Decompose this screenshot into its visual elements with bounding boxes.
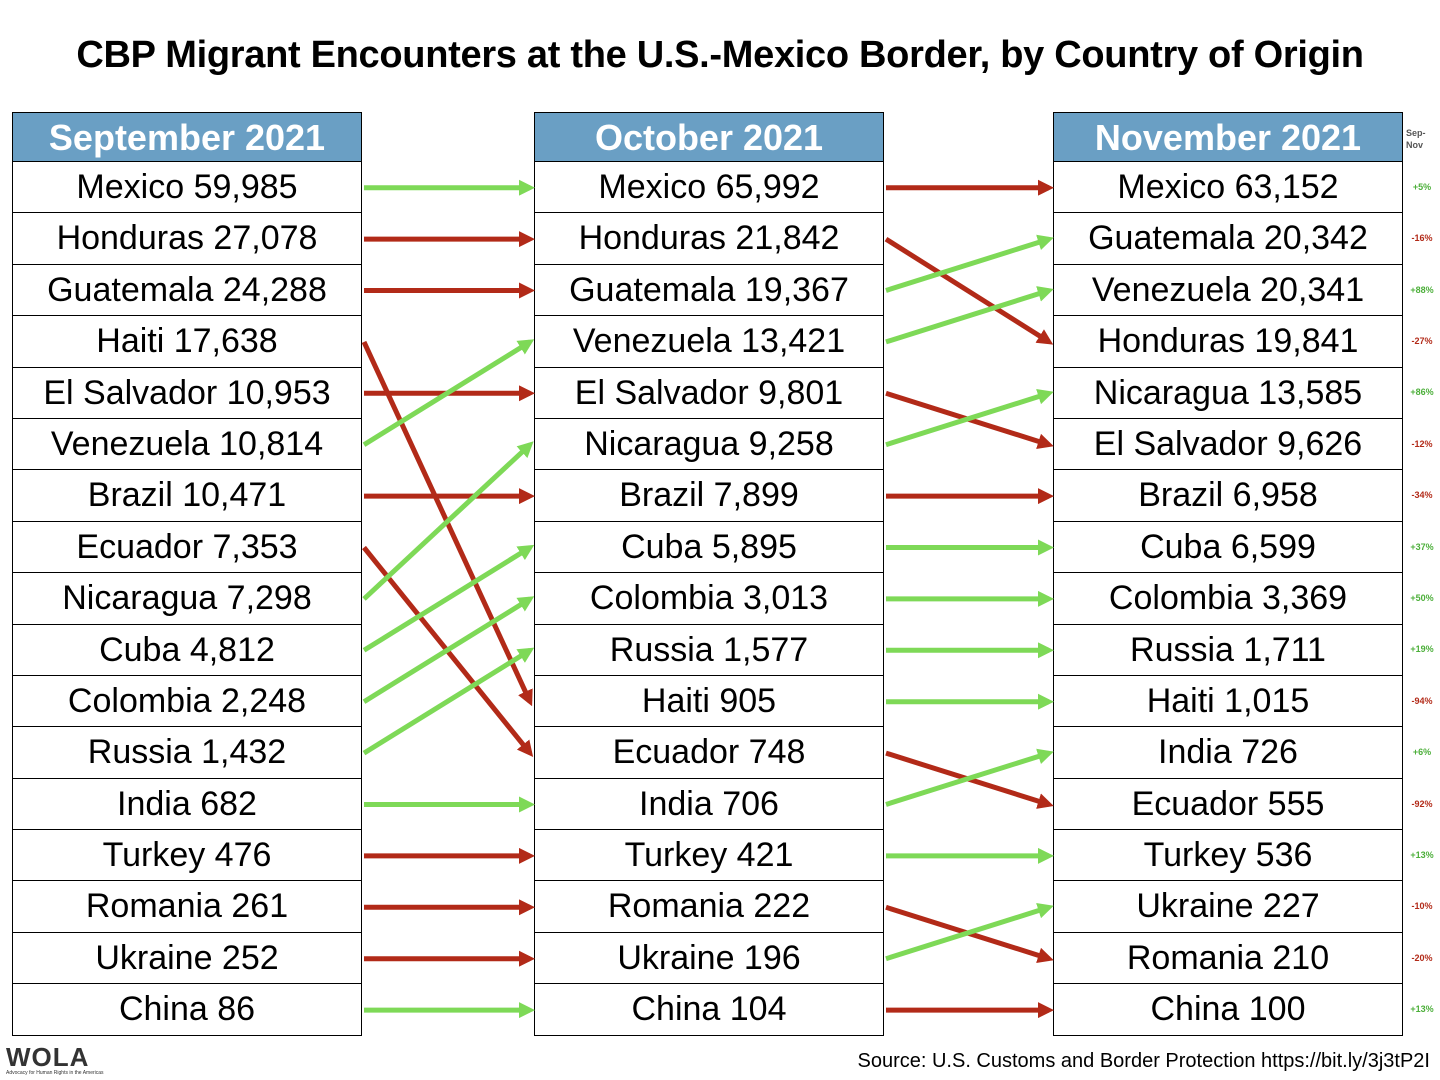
row-november-haiti: Haiti 1,015 [1053, 675, 1403, 728]
row-november-nicaragua: Nicaragua 13,585 [1053, 367, 1403, 419]
arrow-ecuador-october-to-november [885, 750, 1054, 809]
source-note: Source: U.S. Customs and Border Protecti… [857, 1050, 1431, 1072]
change-mexico: +5% [1412, 181, 1432, 192]
arrow-guatemala-october-to-november [885, 234, 1054, 293]
row-november-venezuela: Venezuela 20,341 [1053, 264, 1403, 317]
row-september-venezuela: Venezuela 10,814 [12, 418, 362, 471]
arrow-honduras-october-to-november [884, 236, 1054, 345]
row-october-haiti: Haiti 905 [534, 675, 884, 728]
change-russia: +19% [1410, 644, 1434, 655]
column-header-october: October 2021 [534, 112, 884, 162]
arrow-russia-september-to-october [362, 647, 535, 756]
row-november-brazil: Brazil 6,958 [1053, 470, 1403, 522]
row-november-turkey: Turkey 536 [1053, 830, 1403, 882]
change-ecuador: -92% [1411, 798, 1433, 809]
change-el-salvador: -12% [1411, 438, 1433, 449]
arrow-ecuador-september-to-october [362, 545, 534, 757]
row-november-mexico: Mexico 63,152 [1053, 162, 1403, 214]
column-september: September 2021 Mexico 59,985 Honduras 27,… [12, 112, 362, 1036]
arrow-cuba-september-to-october [362, 544, 535, 653]
row-september-ukraine: Ukraine 252 [12, 932, 362, 985]
row-november-romania: Romania 210 [1053, 932, 1403, 985]
change-nicaragua: +86% [1410, 387, 1434, 398]
row-september-nicaragua: Nicaragua 7,298 [12, 573, 362, 625]
row-october-ecuador: Ecuador 748 [534, 727, 884, 779]
column-november: November 2021 Mexico 63,152 Guatemala 20,… [1053, 112, 1403, 1036]
row-october-venezuela: Venezuela 13,421 [534, 316, 884, 368]
change-haiti: -94% [1411, 695, 1433, 706]
change-romania: -20% [1411, 952, 1433, 963]
row-november-honduras: Honduras 19,841 [1053, 316, 1403, 368]
row-september-el-salvador: El Salvador 10,953 [12, 367, 362, 419]
row-november-guatemala: Guatemala 20,342 [1053, 213, 1403, 265]
row-september-haiti: Haiti 17,638 [12, 316, 362, 368]
row-september-guatemala: Guatemala 24,288 [12, 264, 362, 317]
row-november-colombia: Colombia 3,369 [1053, 573, 1403, 625]
change-india: +6% [1412, 747, 1432, 758]
change-ukraine: -10% [1411, 901, 1433, 912]
row-september-honduras: Honduras 27,078 [12, 213, 362, 265]
row-october-turkey: Turkey 421 [534, 830, 884, 882]
row-october-romania: Romania 222 [534, 881, 884, 933]
row-october-china: China 104 [534, 984, 884, 1036]
row-november-el-salvador: El Salvador 9,626 [1053, 418, 1403, 471]
row-november-russia: Russia 1,711 [1053, 624, 1403, 676]
row-october-brazil: Brazil 7,899 [534, 470, 884, 522]
row-november-cuba: Cuba 6,599 [1053, 521, 1403, 574]
row-september-romania: Romania 261 [12, 881, 362, 933]
row-september-cuba: Cuba 4,812 [12, 624, 362, 676]
arrow-ukraine-october-to-november [885, 902, 1054, 962]
row-september-russia: Russia 1,432 [12, 727, 362, 779]
column-october: October 2021 Mexico 65,992 Honduras 21,84… [534, 112, 884, 1036]
row-september-india: India 682 [12, 778, 362, 831]
change-honduras: -27% [1411, 335, 1433, 346]
row-september-ecuador: Ecuador 7,353 [12, 521, 362, 574]
row-october-honduras: Honduras 21,842 [534, 213, 884, 265]
logo-tagline: Advocacy for Human Rights in the America… [6, 1070, 104, 1076]
row-october-el-salvador: El Salvador 9,801 [534, 367, 884, 419]
logo-wordmark: WOLA [6, 1042, 90, 1072]
change-venezuela: +88% [1410, 284, 1434, 295]
column-header-november: November 2021 [1053, 112, 1403, 162]
change-column-header: Sep-Nov [1406, 128, 1426, 150]
row-september-china: China 86 [12, 984, 362, 1036]
row-november-india: India 726 [1053, 727, 1403, 779]
column-header-september: September 2021 [12, 112, 362, 162]
row-november-china: China 100 [1053, 984, 1403, 1036]
arrow-haiti-september-to-october [361, 340, 533, 707]
row-october-ukraine: Ukraine 196 [534, 932, 884, 985]
arrow-nicaragua-september-to-october [362, 441, 534, 601]
change-brazil: -34% [1411, 490, 1433, 501]
change-colombia: +50% [1410, 592, 1434, 603]
arrow-venezuela-september-to-october [362, 339, 535, 447]
arrow-venezuela-october-to-november [885, 286, 1054, 345]
arrow-india-october-to-november [885, 748, 1054, 807]
row-september-brazil: Brazil 10,471 [12, 470, 362, 522]
chart-title: CBP Migrant Encounters at the U.S.-Mexic… [76, 34, 1364, 76]
row-october-cuba: Cuba 5,895 [534, 521, 884, 574]
row-october-colombia: Colombia 3,013 [534, 573, 884, 625]
row-november-ecuador: Ecuador 555 [1053, 778, 1403, 831]
change-turkey: +13% [1410, 849, 1434, 860]
row-november-ukraine: Ukraine 227 [1053, 881, 1403, 933]
change-guatemala: -16% [1411, 233, 1433, 244]
arrow-el-salvador-october-to-november [885, 390, 1054, 450]
row-september-turkey: Turkey 476 [12, 830, 362, 882]
change-cuba: +37% [1410, 541, 1434, 552]
row-september-colombia: Colombia 2,248 [12, 675, 362, 728]
arrow-colombia-september-to-october [362, 596, 535, 704]
arrow-nicaragua-october-to-november [885, 388, 1054, 448]
row-september-mexico: Mexico 59,985 [12, 162, 362, 214]
change-china: +13% [1410, 1004, 1434, 1015]
row-october-guatemala: Guatemala 19,367 [534, 264, 884, 317]
row-october-mexico: Mexico 65,992 [534, 162, 884, 214]
row-october-nicaragua: Nicaragua 9,258 [534, 418, 884, 471]
wola-logo: WOLA Advocacy for Human Rights in the Am… [6, 1044, 104, 1076]
arrow-romania-october-to-november [885, 904, 1054, 964]
row-october-india: India 706 [534, 778, 884, 831]
row-october-russia: Russia 1,577 [534, 624, 884, 676]
